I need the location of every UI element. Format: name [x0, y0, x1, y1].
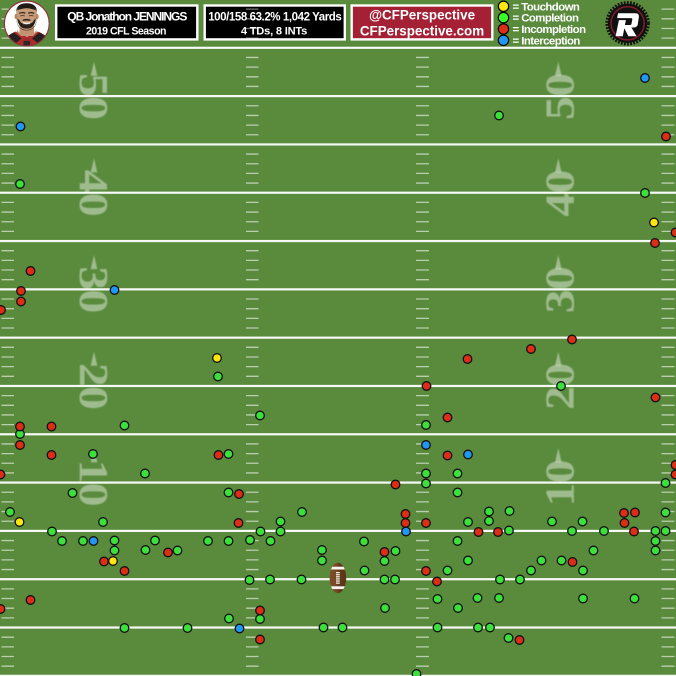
svg-text:QB Jonathon JENNINGS: QB Jonathon JENNINGS: [67, 10, 187, 24]
svg-text:0: 0: [71, 386, 118, 410]
svg-text:4 TDs, 8 INTs: 4 TDs, 8 INTs: [241, 26, 307, 38]
svg-text:2: 2: [71, 363, 118, 387]
svg-text:= Incompletion: = Incompletion: [513, 24, 587, 36]
svg-text:0: 0: [536, 170, 583, 194]
svg-text:= Interception: = Interception: [513, 35, 581, 47]
svg-text:3: 3: [71, 266, 118, 290]
svg-text:2: 2: [536, 386, 583, 410]
svg-text:3: 3: [536, 290, 583, 314]
svg-text:0: 0: [71, 290, 118, 314]
svg-text:2019 CFL Season: 2019 CFL Season: [86, 26, 166, 38]
svg-text:4: 4: [536, 193, 583, 217]
svg-text:0: 0: [71, 193, 118, 217]
svg-text:0: 0: [71, 483, 118, 507]
svg-text:5: 5: [536, 96, 583, 120]
svg-text:0: 0: [71, 96, 118, 120]
svg-text:100/158 63.2% 1,042 Yards: 100/158 63.2% 1,042 Yards: [208, 12, 341, 24]
svg-text:= Completion: = Completion: [513, 13, 579, 25]
svg-text:0: 0: [536, 266, 583, 290]
svg-text:5: 5: [71, 73, 118, 97]
svg-text:CFPerspective.com: CFPerspective.com: [360, 24, 484, 39]
svg-text:0: 0: [536, 460, 583, 484]
svg-text:0: 0: [536, 73, 583, 97]
svg-text:= Touchdown: = Touchdown: [513, 1, 580, 13]
svg-text:0: 0: [536, 363, 583, 387]
svg-text:1: 1: [536, 483, 583, 507]
svg-text:4: 4: [71, 170, 118, 194]
svg-text:1: 1: [71, 460, 118, 484]
svg-text:@CFPerspective: @CFPerspective: [369, 8, 475, 23]
